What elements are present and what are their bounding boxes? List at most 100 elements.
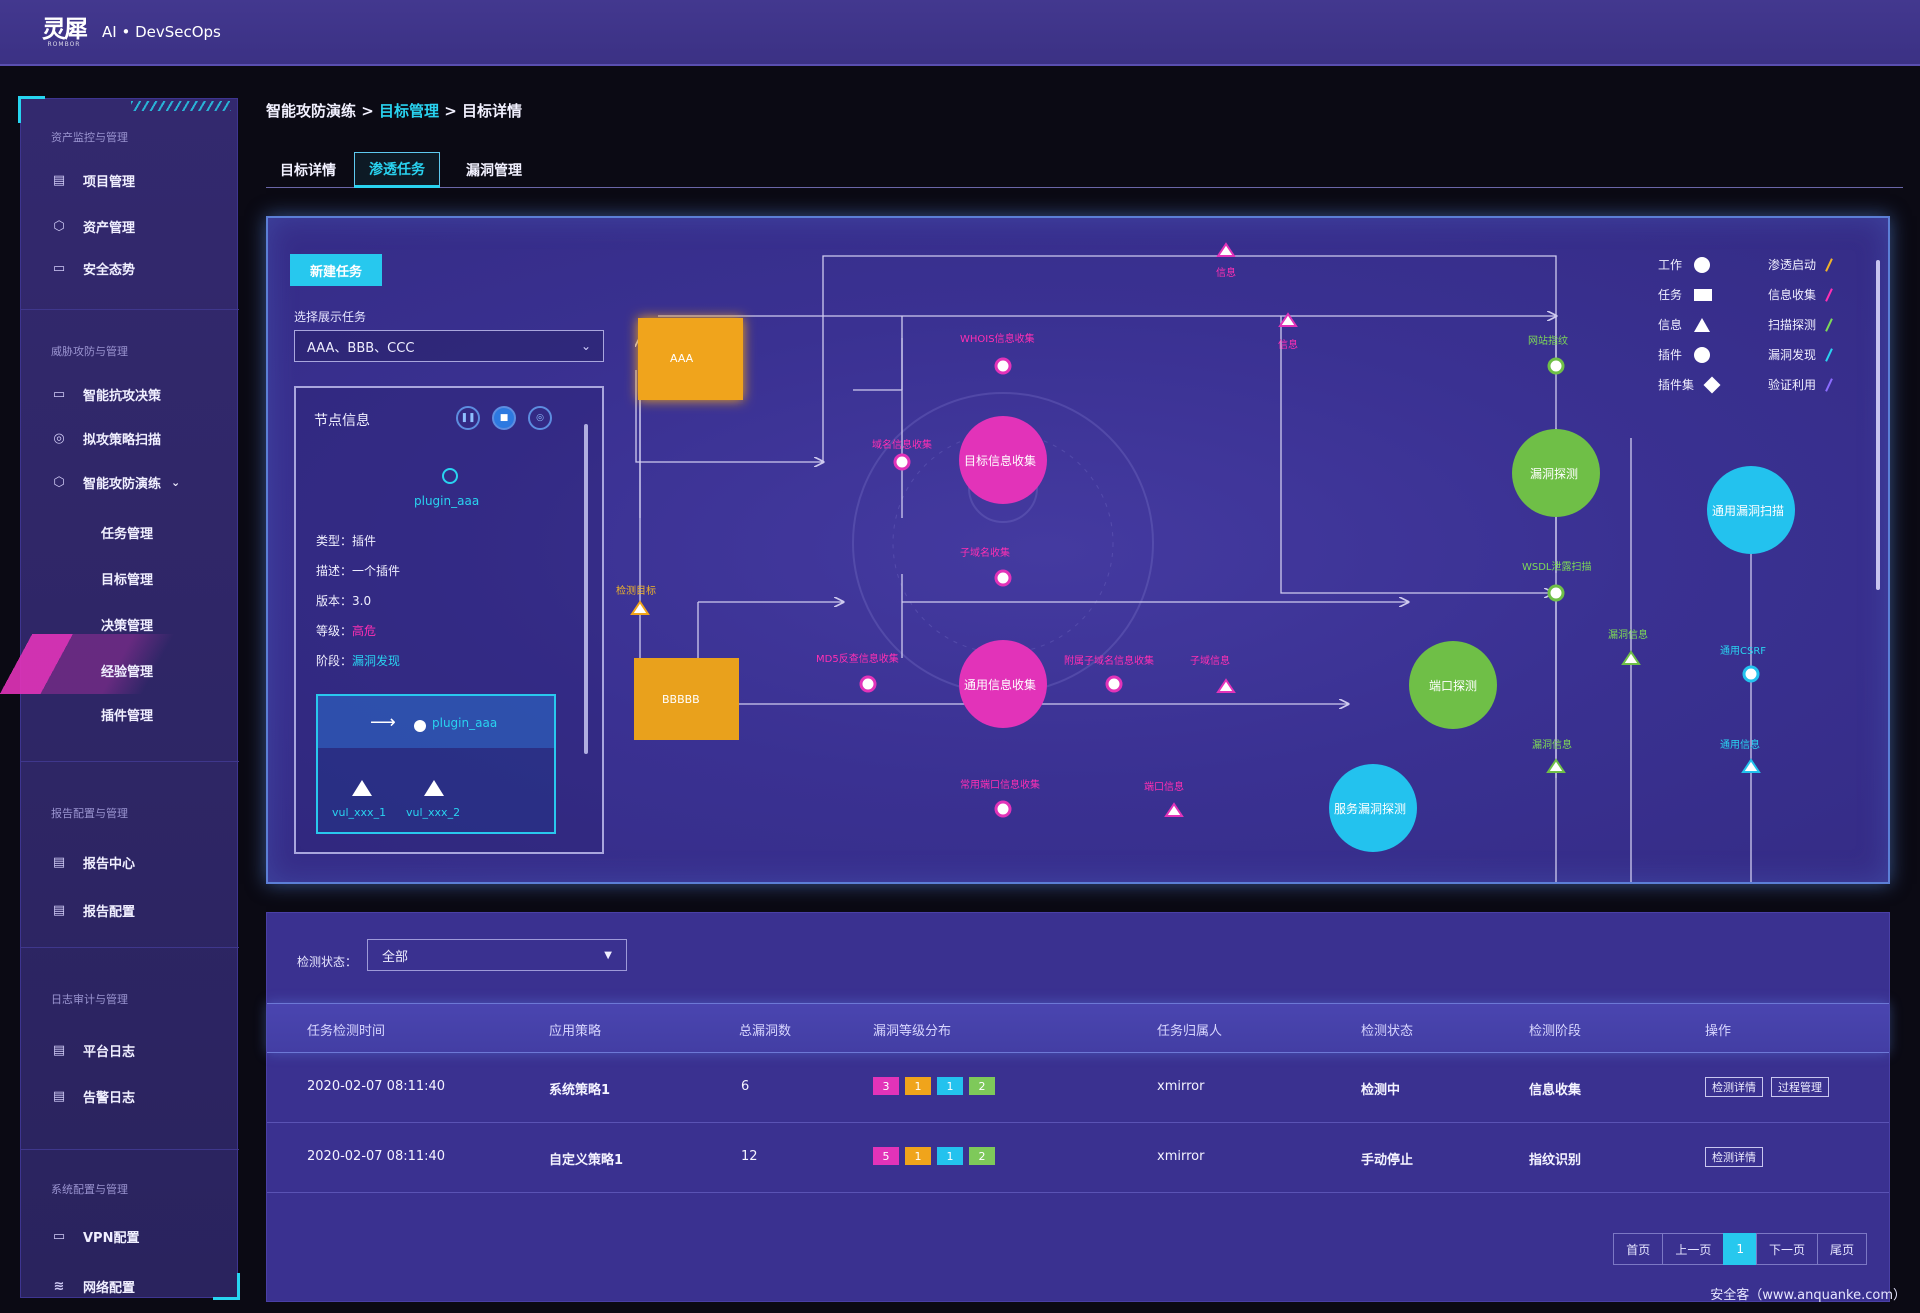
node-panel-scrollbar[interactable] [584, 424, 588, 754]
col-dist: 漏洞等级分布 [873, 1024, 952, 1039]
level-badge-critical: 3 [873, 1077, 899, 1095]
cell-total: 6 [741, 1079, 750, 1094]
node-target-info [959, 416, 1047, 504]
sidebar-subitem-task[interactable]: 任务管理 [101, 527, 154, 542]
cell-owner: xmirror [1157, 1079, 1205, 1094]
sidebar-item-network[interactable]: ≋ 网络配置 [51, 1273, 135, 1299]
sidebar-divider [21, 947, 239, 948]
sidebar-item-drill[interactable]: ⬡ 智能攻防演练 ⌄ [51, 469, 180, 495]
process-button[interactable]: 过程管理 [1771, 1077, 1829, 1097]
legend-line-scan: 扫描探测 [1768, 316, 1833, 333]
sidebar-item-asset[interactable]: ⬡ 资产管理 [51, 213, 135, 239]
table-header: 任务检测时间 应用策略 总漏洞数 漏洞等级分布 任务归属人 检测状态 检测阶段 … [267, 1003, 1889, 1053]
sidebar-item-label: 资产管理 [83, 220, 136, 236]
page-next-button[interactable]: 下一页 [1755, 1233, 1818, 1265]
breadcrumb: 智能攻防演练 > 目标管理 > 目标详情 [266, 100, 522, 121]
pause-icon[interactable]: ❚❚ [456, 406, 480, 430]
plugin-flow-box: ⟶ plugin_aaa vul_xxx_1 vul_xxx_2 [316, 694, 556, 834]
sidebar-item-platform-log[interactable]: ▤ 平台日志 [51, 1037, 135, 1063]
status-filter-select[interactable]: 全部 ▼ [367, 939, 627, 971]
level-badge-high: 1 [905, 1077, 931, 1095]
task-select[interactable]: AAA、BBB、CCC ⌄ [294, 330, 604, 362]
detail-button[interactable]: 检测详情 [1705, 1077, 1763, 1097]
edge-label: WHOIS信息收集 [960, 334, 1035, 345]
node-service-scan [1329, 764, 1417, 852]
detail-button[interactable]: 检测详情 [1705, 1147, 1763, 1167]
plugin-dot-icon [414, 720, 426, 732]
task-select-value: AAA、BBB、CCC [307, 340, 415, 356]
node-label-aaa: AAA [670, 352, 694, 365]
logo-glyph: 灵犀 [42, 14, 88, 43]
sidebar-divider [21, 1149, 239, 1150]
edge-label: 信息 [1216, 268, 1236, 279]
plugin-dot-cyan [1742, 665, 1760, 683]
sidebar-subitem-plugin[interactable]: 插件管理 [101, 709, 154, 724]
edge-label: 通用信息 [1720, 740, 1760, 751]
stop-icon[interactable]: ■ [492, 406, 516, 430]
page-first-button[interactable]: 首页 [1613, 1233, 1664, 1265]
col-stage: 检测阶段 [1529, 1024, 1582, 1039]
edge-label: 子域名收集 [960, 548, 1010, 559]
legend-line-info: 信息收集 [1768, 286, 1833, 303]
tab-target-detail[interactable]: 目标详情 [280, 163, 336, 179]
cell-time: 2020-02-07 08:11:40 [307, 1079, 446, 1094]
sidebar-item-vpn[interactable]: ▭ VPN配置 [51, 1223, 140, 1249]
sidebar-item-decision[interactable]: ▭ 智能抗攻决策 [51, 381, 161, 407]
tab-vuln-manage[interactable]: 漏洞管理 [466, 163, 522, 179]
node-common-vuln [1707, 466, 1795, 554]
arrow-right-icon: ⟶ [370, 712, 396, 733]
sidebar-item-label: 报告中心 [83, 856, 136, 872]
sidebar-item-situation[interactable]: ▭ 安全态势 [51, 255, 135, 281]
level-badge-medium: 1 [937, 1077, 963, 1095]
cell-stage: 指纹识别 [1529, 1153, 1582, 1168]
sidebar-item-report-center[interactable]: ▤ 报告中心 [51, 849, 135, 875]
col-owner: 任务归属人 [1157, 1024, 1223, 1039]
plugin-dots-green [1547, 357, 1565, 602]
edge-label: 漏洞信息 [1608, 630, 1648, 641]
sidebar-item-project[interactable]: ▤ 项目管理 [51, 167, 135, 193]
settings-icon[interactable]: ◎ [528, 406, 552, 430]
cell-total: 12 [741, 1149, 758, 1164]
node-info-title: 节点信息 [314, 413, 370, 429]
brand-logo[interactable]: 灵犀 ROMBOR [40, 12, 88, 52]
sidebar-item-alert-log[interactable]: ▤ 告警日志 [51, 1083, 135, 1109]
sidebar-item-label: 报告配置 [83, 904, 136, 920]
page-number-button[interactable]: 1 [1723, 1233, 1757, 1265]
edge-label: 检测目标 [616, 586, 656, 597]
col-total: 总漏洞数 [739, 1024, 792, 1039]
edge-label: MD5反查信息收集 [816, 654, 899, 665]
col-ops: 操作 [1705, 1024, 1732, 1039]
sidebar: 资产监控与管理 ▤ 项目管理 ⬡ 资产管理 ▭ 安全态势 威胁攻防与管理 ▭ 智… [0, 96, 272, 1300]
status-filter-value: 全部 [382, 949, 409, 965]
level-badge-low: 2 [969, 1077, 995, 1095]
sidebar-item-strategy-scan[interactable]: ◎ 拟攻策略扫描 [51, 425, 161, 451]
sidebar-subitem-experience[interactable]: 经验管理 [101, 665, 154, 680]
breadcrumb-target-manage[interactable]: 目标管理 [379, 102, 440, 120]
graph-scrollbar[interactable] [1876, 260, 1880, 590]
page-prev-button[interactable]: 上一页 [1662, 1233, 1725, 1265]
sidebar-item-report-config[interactable]: ▤ 报告配置 [51, 897, 135, 923]
new-task-button[interactable]: 新建任务 [290, 254, 382, 286]
cell-policy: 自定义策略1 [549, 1153, 624, 1168]
breadcrumb-drill[interactable]: 智能攻防演练 > [266, 102, 380, 120]
level-badge-medium: 1 [937, 1147, 963, 1165]
sidebar-subitem-decision[interactable]: 决策管理 [101, 619, 154, 634]
col-time: 任务检测时间 [307, 1024, 386, 1039]
sidebar-item-label: 智能攻防演练 [83, 476, 162, 492]
tab-pentest-task[interactable]: 渗透任务 [354, 152, 440, 188]
node-port-scan-top [1512, 429, 1600, 517]
list-icon: ▤ [52, 172, 66, 188]
chevron-down-icon: ⌄ [580, 339, 591, 353]
wifi-icon: ≋ [53, 1278, 65, 1294]
edge-label: WSDL泄露扫描 [1522, 562, 1592, 573]
page-last-button[interactable]: 尾页 [1816, 1233, 1867, 1265]
legend-line-start: 渗透启动 [1768, 256, 1833, 273]
rect-icon [1694, 288, 1713, 301]
sidebar-subitem-target[interactable]: 目标管理 [101, 573, 154, 588]
node-label-common-info: 通用信息收集 [964, 678, 1037, 692]
col-policy: 应用策略 [549, 1024, 602, 1039]
level-badge-high: 1 [905, 1147, 931, 1165]
info-triangles [630, 242, 1761, 817]
